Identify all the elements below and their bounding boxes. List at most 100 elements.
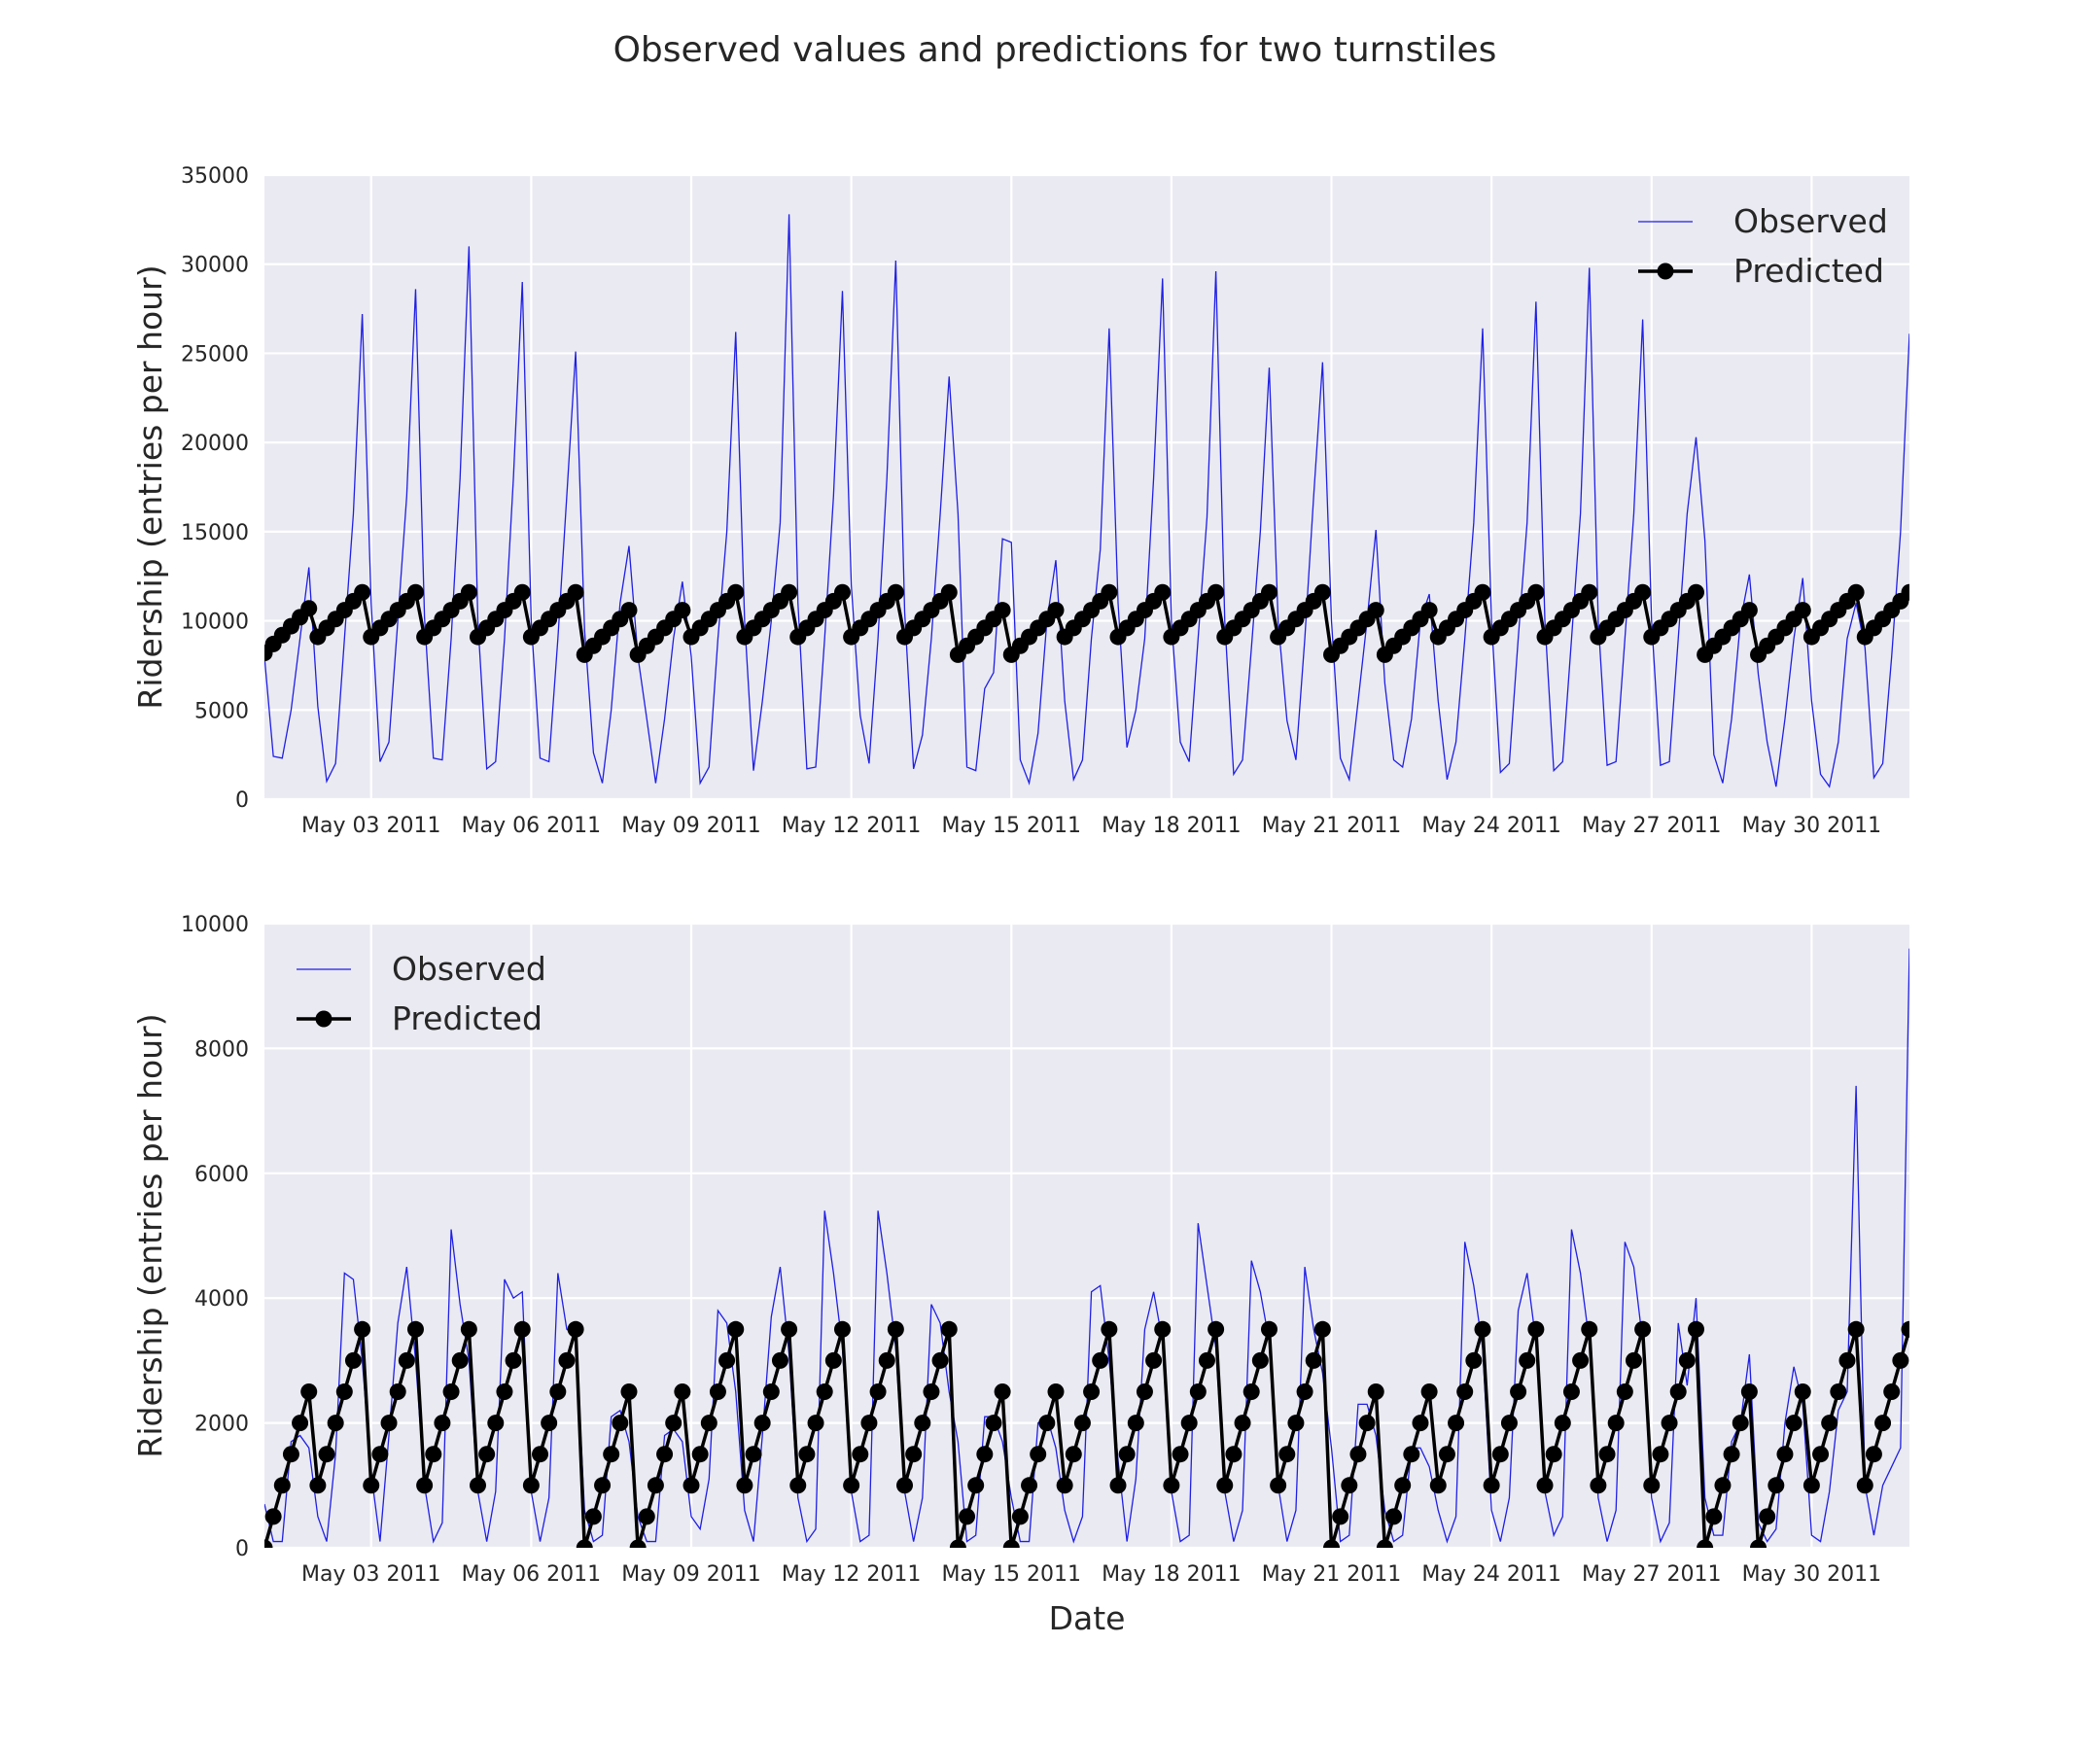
top-predicted-point [1581, 583, 1598, 601]
bottom-predicted-point [1847, 1320, 1865, 1338]
top-predicted-point [513, 583, 531, 601]
bottom-predicted-point [1403, 1446, 1420, 1463]
bottom-predicted-point [1136, 1383, 1153, 1400]
top-predicted-point [1154, 583, 1172, 601]
bottom-predicted-point [976, 1446, 994, 1463]
bottom-chart-panel: 0 2000 4000 6000 8000 10000 May 03 2011 May 06 … [131, 913, 1909, 1637]
top-predicted-point [406, 583, 424, 601]
bottom-predicted-point [1109, 1477, 1127, 1494]
bottom-predicted-point [1536, 1477, 1554, 1494]
top-y-axis-label: Ridership (entries per hour) [131, 264, 169, 709]
bottom-predicted-point [994, 1383, 1011, 1400]
bottom-predicted-point [762, 1383, 780, 1400]
top-y-tick-label: 5000 [194, 699, 249, 723]
bottom-x-tick-label: May 18 2011 [1102, 1562, 1241, 1587]
top-legend-predicted-marker [1657, 262, 1674, 280]
bottom-predicted-point [665, 1415, 682, 1432]
bottom-predicted-point [354, 1320, 371, 1338]
bottom-predicted-point [1776, 1446, 1794, 1463]
bottom-predicted-point [860, 1415, 878, 1432]
top-predicted-point [781, 583, 798, 601]
bottom-predicted-point [327, 1415, 344, 1432]
bottom-y-tick-label: 8000 [194, 1037, 249, 1062]
bottom-predicted-point [1892, 1351, 1909, 1369]
bottom-predicted-point [1296, 1383, 1313, 1400]
bottom-predicted-point [541, 1415, 558, 1432]
bottom-predicted-point [620, 1383, 638, 1400]
bottom-predicted-point [807, 1415, 824, 1432]
bottom-predicted-point [496, 1383, 513, 1400]
bottom-predicted-point [1474, 1320, 1491, 1338]
bottom-x-tick-label: May 30 2011 [1742, 1562, 1881, 1587]
top-y-tick-label: 35000 [181, 164, 249, 189]
bottom-predicted-point [1341, 1477, 1358, 1494]
bottom-predicted-point [1794, 1383, 1811, 1400]
bottom-predicted-point [843, 1477, 860, 1494]
bottom-predicted-point [949, 1539, 966, 1548]
bottom-predicted-point [1154, 1320, 1172, 1338]
bottom-predicted-point [1065, 1446, 1082, 1463]
bottom-y-tick-label: 10000 [181, 913, 249, 937]
top-x-tick-label: May 12 2011 [782, 814, 921, 838]
bottom-predicted-point [389, 1383, 406, 1400]
top-y-tick-label: 15000 [181, 521, 249, 545]
bottom-predicted-point [700, 1415, 718, 1432]
top-y-tick-label: 20000 [181, 432, 249, 456]
bottom-predicted-point [1021, 1477, 1038, 1494]
bottom-predicted-point [1270, 1477, 1287, 1494]
bottom-predicted-point [603, 1446, 620, 1463]
bottom-predicted-point [1483, 1477, 1500, 1494]
bottom-predicted-point [1251, 1351, 1269, 1369]
bottom-predicted-point [656, 1446, 674, 1463]
bottom-y-tick-label: 4000 [194, 1287, 249, 1312]
bottom-predicted-point [1634, 1320, 1652, 1338]
bottom-predicted-point [1821, 1415, 1838, 1432]
bottom-predicted-point [1038, 1415, 1056, 1432]
bottom-predicted-point [612, 1415, 629, 1432]
bottom-predicted-point [532, 1446, 549, 1463]
bottom-predicted-point [558, 1351, 576, 1369]
bottom-predicted-point [718, 1351, 736, 1369]
top-predicted-point [460, 583, 477, 601]
bottom-predicted-point [584, 1508, 602, 1525]
bottom-predicted-point [1011, 1508, 1029, 1525]
bottom-predicted-point [1208, 1320, 1225, 1338]
top-chart-panel: 0 5000 10000 15000 20000 25000 30000 35000 May 0… [131, 164, 1909, 838]
top-predicted-point [567, 583, 584, 601]
bottom-predicted-point [1376, 1539, 1393, 1548]
top-predicted-point [1527, 583, 1545, 601]
bottom-predicted-point [869, 1383, 887, 1400]
bottom-predicted-point [816, 1383, 833, 1400]
bottom-predicted-point [292, 1415, 309, 1432]
bottom-predicted-point [1723, 1446, 1740, 1463]
bottom-predicted-point [1874, 1415, 1892, 1432]
bottom-predicted-point [434, 1415, 451, 1432]
bottom-plot-area [264, 924, 1909, 1548]
bottom-predicted-point [1750, 1539, 1768, 1548]
bottom-y-tick-label: 2000 [194, 1413, 249, 1437]
top-predicted-point [1101, 583, 1118, 601]
bottom-predicted-point [371, 1446, 389, 1463]
bottom-predicted-point [674, 1383, 691, 1400]
bottom-legend-predicted-marker [315, 1010, 332, 1028]
bottom-predicted-point [1678, 1351, 1696, 1369]
bottom-predicted-point [282, 1446, 299, 1463]
bottom-predicted-point [745, 1446, 762, 1463]
bottom-predicted-point [1491, 1446, 1509, 1463]
bottom-predicted-point [1145, 1351, 1163, 1369]
top-x-tick-label: May 03 2011 [301, 814, 440, 838]
bottom-predicted-point [629, 1539, 647, 1548]
bottom-predicted-point [914, 1415, 931, 1432]
bottom-predicted-point [940, 1320, 958, 1338]
bottom-x-tick-label: May 27 2011 [1582, 1562, 1721, 1587]
bottom-predicted-point [1385, 1508, 1403, 1525]
bottom-predicted-point [1349, 1446, 1367, 1463]
bottom-predicted-point [798, 1446, 816, 1463]
top-predicted-point [1901, 583, 1909, 601]
bottom-predicted-point [736, 1477, 753, 1494]
top-y-tick-label: 0 [235, 788, 249, 813]
bottom-predicted-point [1759, 1508, 1776, 1525]
bottom-predicted-point [1367, 1383, 1384, 1400]
bottom-predicted-point [1572, 1351, 1590, 1369]
bottom-predicted-point [789, 1477, 807, 1494]
